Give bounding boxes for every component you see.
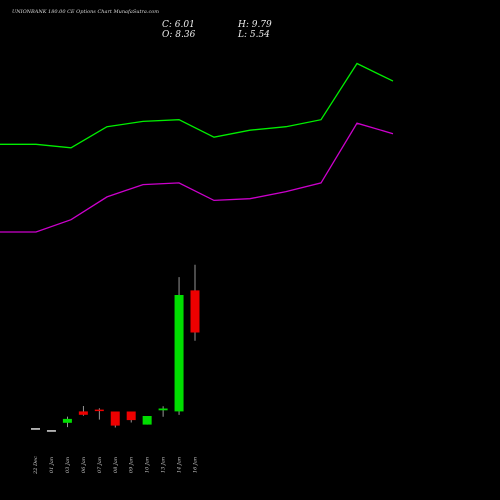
high-value: H: 9.79 xyxy=(238,20,272,30)
x-axis-labels: 22 Dec 01 Jan 03 Jan 06 Jan 07 Jan 08 Jan 09 J… xyxy=(33,456,199,475)
candle-body xyxy=(62,418,72,423)
candle-22-dec xyxy=(31,428,40,430)
x-tick-label: 07 Jan xyxy=(97,457,103,473)
low-value: L: 5.54 xyxy=(238,30,270,40)
candle-body xyxy=(94,409,104,412)
candle-body xyxy=(78,411,88,415)
x-tick-label: 10 Jan xyxy=(145,457,151,473)
candle-13-jan xyxy=(158,406,168,417)
x-tick-label: 06 Jan xyxy=(81,457,87,473)
candle-body xyxy=(46,430,56,432)
candle-body xyxy=(126,411,136,421)
candle-09-jan xyxy=(126,411,136,423)
candle-body xyxy=(158,408,168,411)
upper-band-line xyxy=(0,62,394,149)
candle-06-jan xyxy=(78,406,88,416)
x-tick-label: 22 Dec xyxy=(33,456,39,475)
candles-layer xyxy=(31,264,200,432)
candle-body xyxy=(31,428,40,430)
bands-layer xyxy=(0,62,394,233)
x-tick-label: 14 Jan xyxy=(177,457,183,473)
close-value: C: 6.01 xyxy=(162,20,195,30)
candle-14-jan xyxy=(174,277,184,415)
candle-08-jan xyxy=(110,411,120,428)
candle-01-jan xyxy=(46,430,56,432)
open-value: O: 8.36 xyxy=(162,30,196,40)
candle-16-jan xyxy=(190,264,200,341)
candle-03-jan xyxy=(62,416,72,428)
chart-title: UNIONBANK 180.00 CE Options Chart Munafa… xyxy=(12,9,160,15)
candle-body xyxy=(190,290,200,333)
candle-body xyxy=(174,295,184,412)
candle-body xyxy=(110,411,120,426)
candle-10-jan xyxy=(142,416,152,425)
candle-07-jan xyxy=(94,408,104,420)
x-tick-label: 03 Jan xyxy=(65,457,71,473)
x-tick-label: 01 Jan xyxy=(49,457,55,473)
lower-band-line xyxy=(0,122,394,233)
x-tick-label: 08 Jan xyxy=(113,457,119,473)
x-tick-label: 16 Jan xyxy=(193,457,199,473)
x-tick-label: 09 Jan xyxy=(129,457,135,473)
candle-body xyxy=(142,416,152,425)
x-tick-label: 13 Jan xyxy=(161,457,167,473)
